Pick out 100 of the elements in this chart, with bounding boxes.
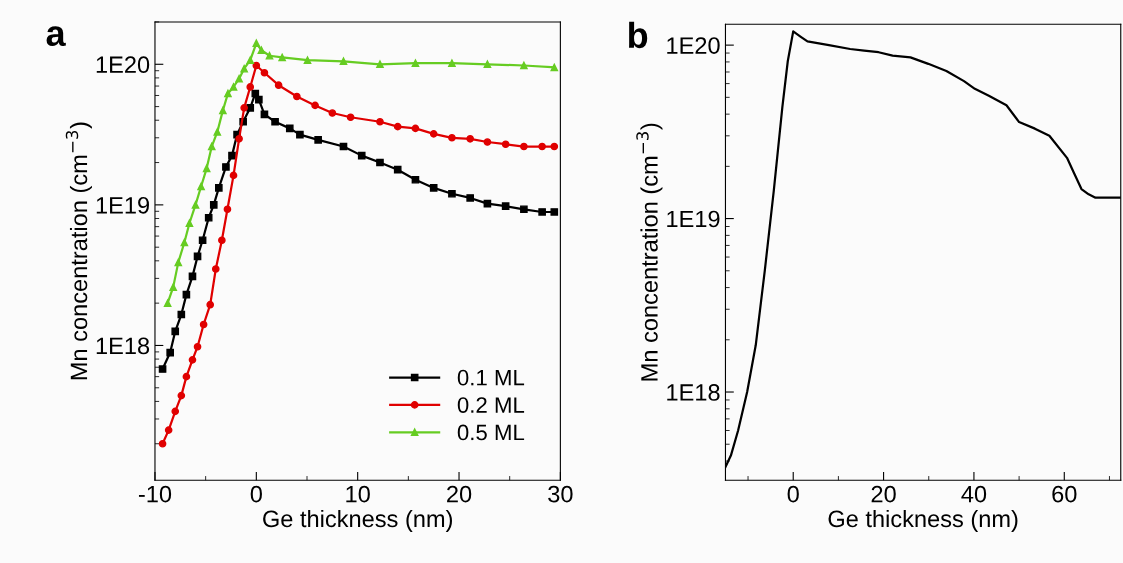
point <box>240 104 248 112</box>
point <box>224 89 232 98</box>
point <box>271 117 279 126</box>
point <box>285 124 294 133</box>
point <box>171 327 180 336</box>
point <box>260 68 269 77</box>
x-tick-label: 20 <box>447 485 472 503</box>
point <box>252 61 261 70</box>
point <box>520 61 528 70</box>
x-tick-label: 20 <box>871 485 896 503</box>
legend-label: 0.2 ML <box>457 397 525 413</box>
point <box>448 189 456 198</box>
point <box>501 140 510 149</box>
point <box>429 130 438 138</box>
point <box>229 83 238 91</box>
x-tick-label: 30 <box>548 485 573 503</box>
point <box>202 164 211 173</box>
point <box>520 142 528 151</box>
point <box>166 348 174 357</box>
point <box>520 205 528 214</box>
y-tick-label: 1E19 <box>96 196 149 214</box>
point <box>197 182 205 191</box>
point <box>204 213 213 222</box>
point <box>223 205 232 214</box>
point <box>158 365 167 373</box>
point <box>550 142 559 151</box>
point <box>213 128 222 136</box>
point <box>448 133 456 142</box>
point <box>222 163 230 171</box>
point <box>246 104 255 112</box>
point <box>538 142 546 151</box>
point <box>255 95 263 104</box>
point <box>411 175 420 184</box>
point <box>411 124 420 133</box>
point <box>328 109 337 117</box>
x-tick-label: 0 <box>250 485 262 503</box>
point <box>483 60 492 69</box>
point <box>257 46 266 54</box>
point <box>339 57 348 66</box>
x-tick-label: -10 <box>138 485 172 503</box>
point <box>188 356 197 364</box>
point <box>199 320 208 329</box>
point <box>550 63 559 72</box>
point <box>357 151 366 160</box>
point <box>376 60 384 69</box>
point <box>314 136 322 144</box>
point <box>376 158 384 167</box>
y-axis-title: Mn concentration (cm$^{−3}$) <box>65 122 92 380</box>
point <box>278 53 286 62</box>
point <box>246 56 255 64</box>
point <box>163 299 172 307</box>
chart-title: a <box>46 26 66 47</box>
y-tick-label: 1E20 <box>667 37 720 54</box>
y-tick-label: 1E20 <box>96 56 150 74</box>
point <box>311 101 319 110</box>
point <box>376 117 384 126</box>
point <box>346 113 355 122</box>
point <box>209 201 218 209</box>
point <box>293 92 301 101</box>
point <box>158 439 167 448</box>
point <box>228 151 236 160</box>
point <box>219 106 227 115</box>
point <box>235 74 243 83</box>
point <box>393 122 402 131</box>
y-axis-title: Mn concentration (cm$^{−3}$) <box>636 123 663 381</box>
point <box>169 283 178 291</box>
point <box>466 134 474 143</box>
legend-label: 0.1 ML <box>457 369 525 386</box>
x-tick-label: 0 <box>787 485 799 503</box>
point <box>550 208 559 216</box>
point <box>174 258 183 267</box>
point <box>215 184 223 192</box>
point <box>180 238 189 247</box>
x-tick-label: 10 <box>346 485 370 503</box>
y-tick-label: 1E18 <box>667 384 720 401</box>
point <box>303 56 312 64</box>
point <box>265 51 274 60</box>
point <box>274 81 283 90</box>
x-axis-title: Ge thickness (nm) <box>263 509 452 532</box>
point <box>246 83 255 91</box>
legend-label: 0.5 ML <box>457 424 525 441</box>
point <box>466 194 474 202</box>
point <box>171 407 180 416</box>
point <box>191 201 200 209</box>
point <box>393 165 402 174</box>
point <box>211 265 220 273</box>
point <box>448 59 456 67</box>
point <box>198 236 207 245</box>
point <box>483 138 492 146</box>
chart-title: b <box>629 21 648 49</box>
point <box>177 391 186 400</box>
point <box>229 171 238 180</box>
x-tick-label: 60 <box>1052 485 1077 503</box>
point <box>164 426 173 434</box>
point <box>182 372 191 381</box>
point <box>207 142 216 151</box>
point <box>235 134 243 143</box>
point <box>218 236 226 245</box>
point <box>206 300 215 309</box>
x-axis-title: Ge thickness (nm) <box>828 509 1018 532</box>
